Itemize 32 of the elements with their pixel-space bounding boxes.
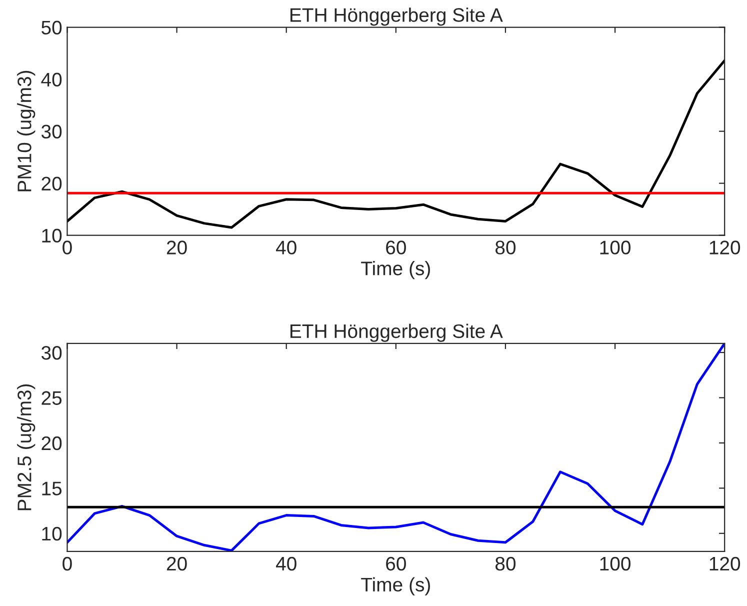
y-axis-title: PM10 (ug/m3)	[17, 70, 36, 192]
x-axis-title: Time (s)	[361, 577, 430, 596]
x-tick-label: 0	[62, 240, 72, 254]
y-tick-label: 10	[42, 526, 62, 541]
x-tick-label: 20	[166, 240, 187, 254]
chart-title: ETH Hönggerberg Site A	[290, 8, 503, 26]
y-axis-title: PM2.5 (ug/m3)	[17, 384, 36, 510]
line-series	[67, 59, 725, 229]
x-tick-label: 120	[710, 240, 740, 254]
x-tick-label: 100	[600, 556, 630, 571]
x-tick-label: 40	[276, 556, 296, 571]
x-tick-label: 80	[496, 556, 516, 571]
y-tick-label: 30	[41, 346, 62, 360]
x-tick-label: 0	[62, 556, 72, 571]
y-tick-label: 40	[41, 72, 62, 87]
x-tick-label: 60	[386, 556, 406, 571]
x-axis-title: Time (s)	[361, 261, 430, 280]
y-tick-label: 15	[42, 482, 62, 496]
line-series	[67, 343, 725, 552]
y-tick-label: 20	[42, 436, 62, 450]
x-tick-label: 20	[166, 556, 187, 571]
y-tick-label: 25	[42, 391, 62, 405]
x-tick-label: 60	[386, 240, 406, 254]
chart-title: ETH Hönggerberg Site A	[290, 324, 503, 342]
y-tick-label: 10	[42, 228, 62, 243]
x-tick-label: 120	[710, 556, 740, 571]
y-tick-label: 20	[42, 176, 62, 191]
x-tick-label: 100	[600, 240, 630, 254]
x-tick-label: 80	[496, 240, 516, 254]
y-tick-label: 30	[41, 124, 62, 139]
x-tick-label: 40	[276, 240, 296, 254]
y-tick-label: 50	[42, 20, 62, 35]
